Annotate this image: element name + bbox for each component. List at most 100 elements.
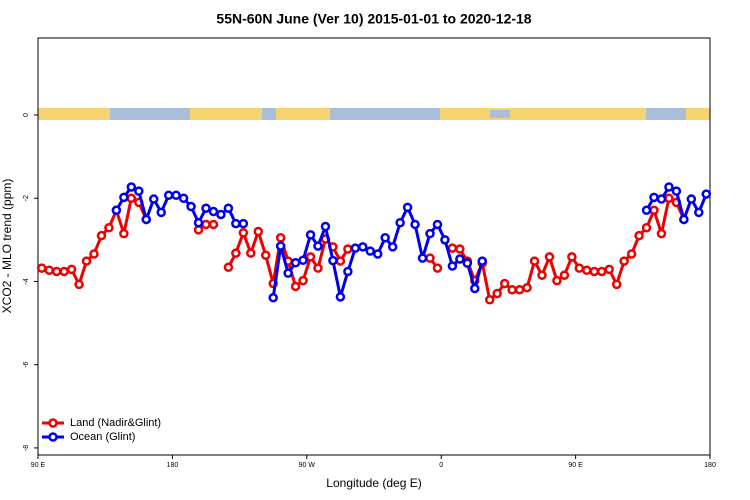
data-point	[134, 186, 144, 196]
data-point	[298, 255, 308, 265]
data-point	[484, 295, 495, 305]
data-point	[634, 230, 644, 241]
data-point	[440, 235, 450, 245]
data-point	[119, 192, 129, 203]
y-tick-label: -8	[23, 445, 30, 451]
data-point	[104, 223, 114, 233]
data-point	[51, 266, 62, 277]
data-point	[544, 252, 555, 262]
data-point	[268, 292, 278, 303]
data-point	[649, 192, 659, 203]
data-point	[119, 228, 129, 239]
data-point	[290, 257, 301, 268]
y-axis-label: XCO2 - MLO trend (ppm)	[0, 179, 14, 314]
data-point	[313, 263, 323, 273]
ocean-band	[646, 108, 686, 120]
data-point	[611, 279, 622, 290]
data-point	[447, 243, 458, 253]
data-point	[343, 244, 353, 254]
data-point	[574, 263, 585, 273]
x-tick-label: 180	[704, 462, 716, 469]
data-point	[171, 190, 181, 201]
data-point	[410, 219, 420, 230]
data-point	[260, 250, 271, 260]
data-point	[641, 205, 652, 216]
data-point	[701, 189, 712, 199]
data-point	[417, 253, 428, 263]
map-strip	[38, 108, 710, 120]
x-tick-label: 0	[439, 462, 443, 469]
data-point	[477, 256, 488, 266]
data-point	[216, 209, 226, 220]
data-point	[686, 194, 697, 204]
ocean-band	[330, 108, 440, 120]
data-point	[343, 266, 353, 277]
data-point	[656, 228, 667, 239]
x-axis-label: Longitude (deg E)	[326, 476, 421, 490]
data-point	[619, 256, 629, 266]
data-point	[425, 228, 435, 239]
ocean-band	[110, 108, 190, 120]
y-tick-label: -2	[23, 195, 30, 201]
ocean-band	[262, 108, 276, 120]
chart-title: 55N-60N June (Ver 10) 2015-01-01 to 2020…	[216, 11, 531, 27]
data-point	[432, 219, 443, 230]
x-tick-label: 90 W	[299, 462, 316, 469]
data-point	[395, 218, 405, 228]
data-point	[656, 194, 667, 204]
data-point	[567, 252, 577, 262]
data-point	[305, 230, 316, 240]
data-point	[74, 279, 84, 290]
data-point	[141, 214, 152, 225]
data-point	[402, 202, 413, 213]
data-point	[238, 218, 249, 229]
data-point	[537, 270, 547, 280]
legend-marker	[48, 432, 58, 442]
data-point	[455, 244, 465, 254]
data-point	[626, 249, 637, 259]
y-tick-label: 0	[23, 113, 30, 117]
data-point	[641, 223, 652, 233]
data-point	[59, 266, 69, 277]
data-point	[455, 254, 465, 264]
data-point	[649, 205, 659, 216]
data-point	[148, 194, 159, 204]
data-point	[499, 278, 510, 289]
data-point	[559, 270, 570, 280]
data-point	[507, 285, 517, 295]
legend-label: Land (Nadir&Glint)	[70, 417, 161, 429]
x-tick-label: 180	[167, 462, 179, 469]
plot-frame	[37, 37, 711, 456]
data-point	[111, 205, 122, 216]
data-point	[126, 193, 137, 203]
data-point	[208, 206, 219, 217]
data-point	[350, 243, 361, 253]
data-point	[36, 263, 47, 273]
ocean-band	[490, 110, 510, 118]
y-tick-label: -6	[23, 361, 30, 367]
data-point	[358, 242, 368, 252]
data-point	[126, 182, 137, 192]
data-point	[313, 241, 323, 251]
data-point	[335, 256, 346, 266]
data-point	[679, 214, 689, 225]
data-point	[223, 262, 234, 273]
data-point	[387, 242, 398, 252]
data-point	[425, 253, 435, 263]
data-point	[671, 186, 682, 196]
data-point	[283, 268, 293, 278]
data-point	[238, 228, 249, 238]
data-point	[275, 241, 286, 251]
data-point	[231, 218, 241, 229]
data-point	[186, 201, 196, 212]
data-point	[163, 190, 174, 201]
data-point	[589, 266, 600, 277]
data-point	[178, 193, 189, 203]
data-point	[201, 203, 211, 213]
data-point	[582, 265, 592, 275]
data-point	[462, 258, 473, 268]
data-point	[223, 203, 234, 213]
data-point	[231, 248, 241, 258]
